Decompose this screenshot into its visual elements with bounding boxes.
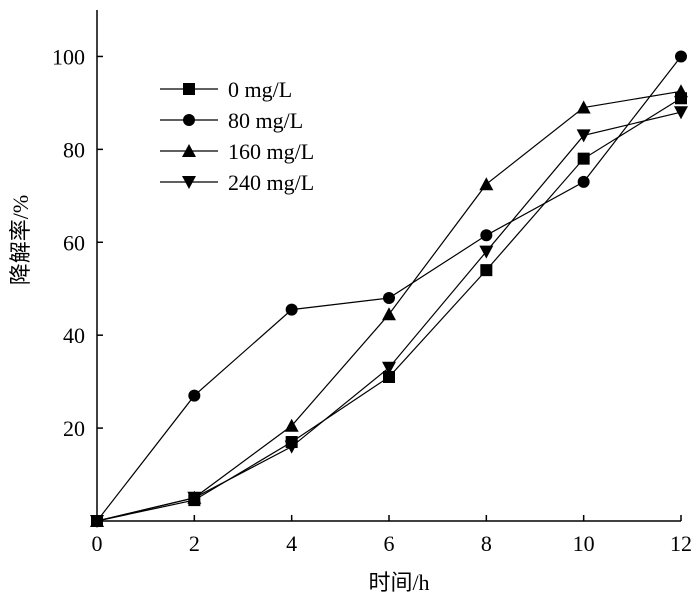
- legend-item: 80 mg/L: [160, 108, 303, 133]
- legend-label: 240 mg/L: [228, 170, 314, 195]
- y-tick-label: 60: [63, 230, 85, 255]
- data-point: [675, 50, 687, 63]
- legend-item: 160 mg/L: [160, 139, 314, 164]
- data-point: [479, 177, 494, 191]
- data-point: [90, 515, 104, 528]
- series-group: [90, 50, 688, 528]
- series-1: [91, 50, 687, 527]
- y-tick-label: 20: [63, 416, 85, 441]
- legend: 0 mg/L 80 mg/L 160 mg/L 240 mg/L: [160, 77, 314, 195]
- data-point: [577, 152, 590, 165]
- data-point: [383, 292, 395, 305]
- y-tick-label: 100: [52, 44, 85, 69]
- data-point: [576, 129, 591, 143]
- data-point: [480, 264, 493, 277]
- data-point: [188, 389, 201, 402]
- series-3: [90, 106, 688, 528]
- legend-marker: [182, 176, 196, 189]
- data-point: [479, 245, 494, 259]
- x-tick-label: 6: [384, 531, 395, 556]
- legend-marker: [183, 83, 195, 95]
- x-tick-label: 8: [481, 531, 492, 556]
- x-tick-label: 10: [573, 531, 595, 556]
- data-point: [577, 175, 590, 188]
- data-point: [382, 361, 396, 375]
- data-point: [284, 418, 299, 432]
- data-point: [383, 370, 395, 383]
- legend-label: 0 mg/L: [228, 77, 292, 102]
- legend-marker: [182, 144, 196, 157]
- y-axis-title: 降解率/%: [8, 195, 33, 285]
- data-point: [674, 106, 688, 120]
- x-tick-label: 2: [189, 531, 200, 556]
- data-point: [382, 307, 396, 321]
- legend-item: 0 mg/L: [160, 77, 292, 102]
- y-ticks: 20 40 60 80 100: [52, 44, 103, 441]
- y-tick-label: 40: [63, 323, 85, 348]
- data-point: [285, 303, 298, 316]
- data-point: [674, 84, 688, 98]
- x-tick-label: 4: [286, 531, 297, 556]
- legend-label: 160 mg/L: [228, 139, 314, 164]
- legend-item: 240 mg/L: [160, 170, 314, 195]
- data-point: [480, 229, 493, 242]
- series-line: [96, 56, 682, 522]
- data-point: [187, 491, 202, 505]
- legend-label: 80 mg/L: [228, 108, 303, 133]
- x-tick-label: 12: [670, 531, 692, 556]
- data-point: [284, 440, 299, 454]
- y-tick-label: 80: [63, 137, 85, 162]
- x-ticks: 0 2 4 6 8 10 12: [92, 515, 692, 556]
- legend-marker: [183, 114, 195, 126]
- x-axis-title: 时间/h: [368, 570, 429, 595]
- x-tick-label: 0: [92, 531, 103, 556]
- data-point: [576, 100, 591, 114]
